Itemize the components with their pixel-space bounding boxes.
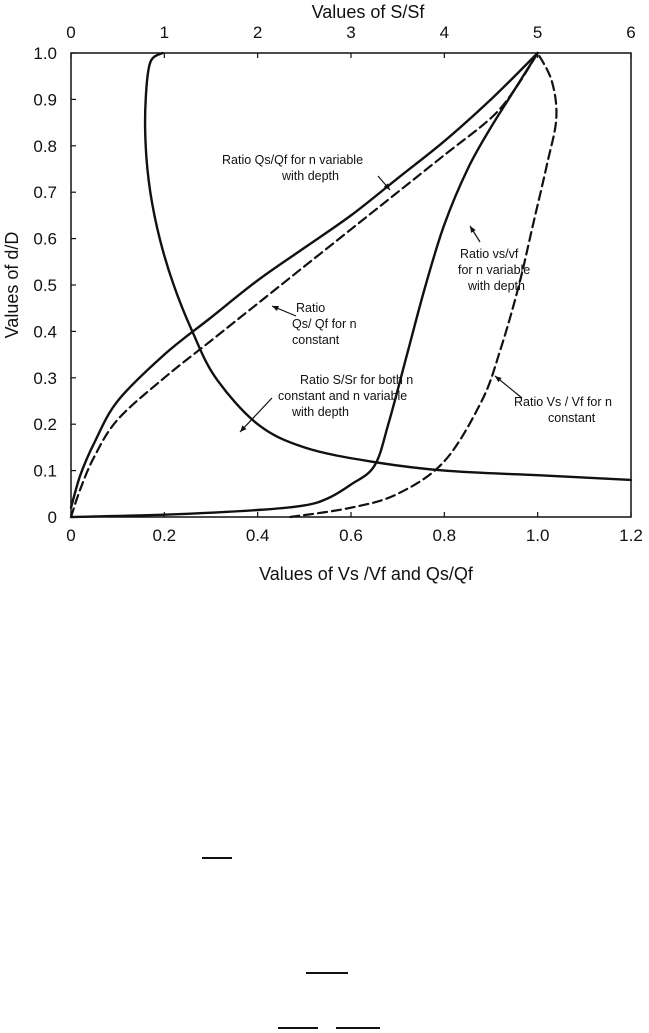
annotation-vs-constant-line1: Ratio Vs / Vf for n (514, 395, 612, 409)
annotation-vs-variable-line3: with depth (467, 279, 525, 293)
series-vs-variable-line (69, 51, 539, 519)
plot-area-border (70, 52, 632, 518)
annotation-qs-variable-line1: Ratio Qs/Qf for n variable (222, 153, 363, 167)
annotation-vs-variable: Ratio vs/vf for n variable with depth (458, 247, 534, 293)
series-layer (69, 51, 633, 519)
fraction-bar-1 (202, 857, 232, 859)
axis-ticks: 0 0.2 0.4 0.6 0.8 1.0 1.2 0 1 2 3 4 5 6 0 0.1 0.2 0.3 0.4 0… (33, 23, 642, 545)
annotation-qs-constant-line1: Ratio (296, 301, 325, 315)
plot-frame (70, 52, 632, 518)
annotation-qs-constant: Ratio Qs/ Qf for n constant (292, 301, 360, 347)
annotation-vs-variable-line2: for n variable (458, 263, 530, 277)
bottom-tick-label: 0.6 (339, 526, 363, 545)
annotation-qs-variable-line2: with depth (281, 169, 339, 183)
y-tick-label: 0.7 (33, 183, 57, 202)
fraction-bar-3 (278, 1027, 318, 1029)
top-tick-label: 0 (66, 23, 75, 42)
annotation-arrows (239, 175, 523, 433)
annotation-s-ratio-line2: constant and n variable (278, 389, 407, 403)
top-axis-title: Values of S/Sf (312, 2, 426, 22)
arrow-s-ratio-line (239, 397, 273, 433)
bottom-tick-label: 1.2 (619, 526, 643, 545)
top-tick-label: 6 (626, 23, 635, 42)
y-tick-label: 0 (48, 508, 57, 527)
annotation-qs-constant-line2: Qs/ Qf for n (292, 317, 357, 331)
bottom-tick-label: 1.0 (526, 526, 550, 545)
series-vs-constant-line (289, 51, 558, 519)
y-tick-label: 0.6 (33, 230, 57, 249)
y-tick-label: 0.3 (33, 369, 57, 388)
annotation-s-ratio: Ratio S/Sr for both n constant and n var… (278, 373, 417, 419)
annotation-s-ratio-line3: with depth (291, 405, 349, 419)
y-tick-label: 0.1 (33, 462, 57, 481)
arrow-vs-variable-head (470, 226, 476, 233)
fraction-bar-2 (306, 972, 348, 974)
annotation-vs-constant: Ratio Vs / Vf for n constant (514, 395, 615, 425)
top-tick-label: 4 (440, 23, 449, 42)
top-tick-label: 5 (533, 23, 542, 42)
arrow-qs-variable-head (383, 183, 390, 190)
annotation-s-ratio-line1: Ratio S/Sr for both n (300, 373, 413, 387)
top-tick-label: 1 (160, 23, 169, 42)
arrow-s-ratio-head (240, 425, 247, 432)
annotation-qs-variable: Ratio Qs/Qf for n variable with depth (222, 153, 367, 183)
y-tick-label: 1.0 (33, 44, 57, 63)
bottom-tick-label: 0.4 (246, 526, 270, 545)
y-axis-title: Values of d/D (2, 232, 22, 339)
bottom-axis-title: Values of Vs /Vf and Qs/Qf (259, 564, 474, 584)
y-tick-label: 0.5 (33, 276, 57, 295)
series-qs-variable-line (69, 51, 539, 509)
bottom-tick-label: 0 (66, 526, 75, 545)
series-s-ratio-line (143, 51, 633, 482)
y-tick-label: 0.2 (33, 415, 57, 434)
bottom-tick-label: 0.2 (153, 526, 177, 545)
y-tick-label: 0.9 (33, 90, 57, 109)
annotation-vs-variable-line1: Ratio vs/vf (460, 247, 519, 261)
bottom-tick-label: 0.8 (433, 526, 457, 545)
y-tick-label: 0.8 (33, 137, 57, 156)
annotation-qs-constant-line3: constant (292, 333, 340, 347)
y-tick-label: 0.4 (33, 322, 57, 341)
top-tick-label: 2 (253, 23, 262, 42)
arrow-qs-constant-head (272, 305, 279, 311)
fraction-bar-4 (336, 1027, 380, 1029)
arrow-vs-constant-head (495, 376, 502, 383)
annotation-vs-constant-line2: constant (548, 411, 596, 425)
top-tick-label: 3 (346, 23, 355, 42)
